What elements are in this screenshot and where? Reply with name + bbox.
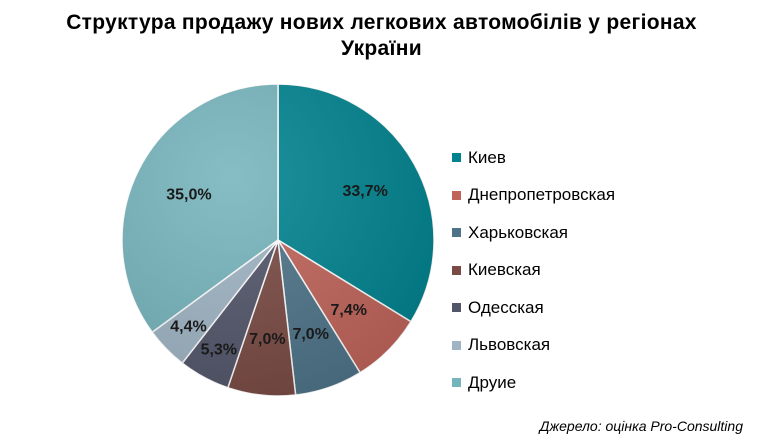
- pie-label-6: 4,4%: [170, 318, 206, 335]
- pie-label-2: 7,4%: [330, 302, 366, 319]
- pie-slices: [121, 83, 435, 397]
- legend-label: Киевская: [468, 260, 541, 280]
- pie-label-1: 33,7%: [342, 183, 387, 200]
- pie-data-labels: 33,7%7,4%7,0%7,0%5,3%4,4%35,0%: [166, 183, 388, 359]
- pie-label-3: 7,0%: [292, 326, 328, 343]
- legend-swatch: [452, 228, 461, 238]
- pie-label-4: 7,0%: [249, 331, 285, 348]
- pie-label-5: 5,3%: [201, 341, 237, 358]
- legend-label: Львовская: [468, 335, 551, 355]
- legend-item-7: Друие: [452, 364, 615, 402]
- legend-item-3: Харьковская: [452, 214, 615, 252]
- legend-item-4: Киевская: [452, 252, 615, 290]
- chart-title-line-2: України: [341, 37, 422, 60]
- legend-item-6: Львовская: [452, 327, 615, 365]
- legend-swatch: [452, 190, 461, 200]
- legend-item-2: Днепропетровская: [452, 177, 615, 215]
- legend-swatch: [452, 153, 461, 163]
- legend-swatch: [452, 378, 461, 388]
- legend-label: Харьковская: [468, 222, 568, 242]
- legend-label: Днепропетровская: [468, 185, 616, 205]
- chart-title: Структура продажу нових легкових автомоб…: [0, 10, 763, 62]
- legend-label: Друие: [468, 372, 517, 392]
- legend-swatch: [452, 340, 461, 350]
- legend-label: Одесская: [468, 297, 544, 317]
- legend-item-1: Киев: [452, 139, 615, 177]
- pie-label-7: 35,0%: [166, 186, 211, 203]
- legend-swatch: [452, 265, 461, 275]
- legend-swatch: [452, 303, 461, 313]
- chart-legend: Киев Днепропетровская Харьковская Киевская О…: [452, 139, 615, 402]
- source-note: Джерело: оцінка Pro-Consulting: [539, 418, 743, 434]
- legend-label: Киев: [468, 147, 506, 167]
- legend-item-5: Одесская: [452, 289, 615, 327]
- chart-title-line-1: Структура продажу нових легкових автомоб…: [66, 11, 697, 34]
